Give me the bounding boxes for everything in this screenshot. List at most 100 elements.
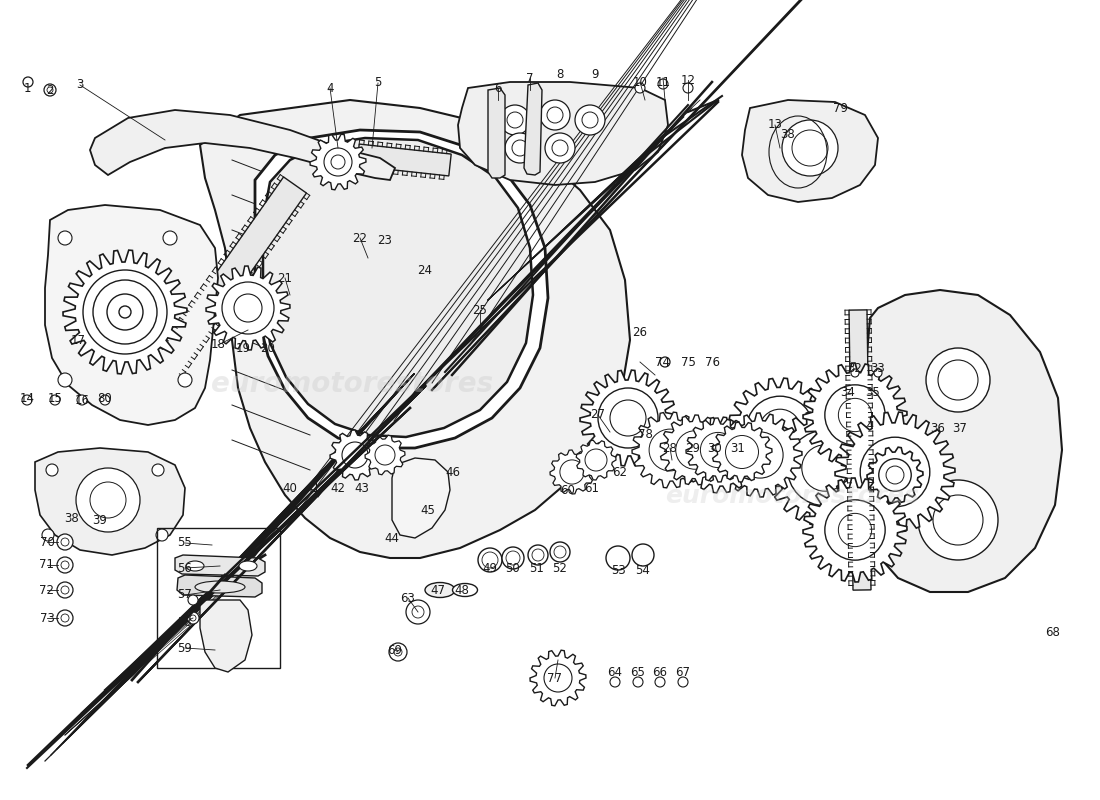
Text: 65: 65	[630, 666, 646, 678]
Text: 23: 23	[377, 234, 393, 246]
Polygon shape	[200, 600, 252, 672]
Circle shape	[700, 434, 741, 476]
Text: 18: 18	[210, 338, 225, 351]
Circle shape	[825, 500, 886, 560]
Text: 73: 73	[40, 611, 54, 625]
Circle shape	[94, 280, 157, 344]
Circle shape	[152, 464, 164, 476]
Polygon shape	[867, 447, 923, 503]
Text: 74: 74	[656, 355, 671, 369]
Text: 3: 3	[76, 78, 84, 91]
Text: 48: 48	[454, 583, 470, 597]
Circle shape	[675, 430, 714, 470]
Text: 38: 38	[781, 129, 795, 142]
Text: 26: 26	[632, 326, 648, 338]
Polygon shape	[458, 82, 668, 185]
Circle shape	[582, 112, 598, 128]
Circle shape	[792, 130, 828, 166]
Circle shape	[886, 466, 904, 484]
Circle shape	[507, 112, 522, 128]
Circle shape	[554, 546, 566, 558]
Polygon shape	[803, 478, 908, 582]
Circle shape	[585, 449, 607, 471]
Text: 71: 71	[40, 558, 55, 571]
Text: 6: 6	[494, 82, 502, 94]
Circle shape	[482, 552, 498, 568]
Polygon shape	[175, 555, 265, 576]
Text: 42: 42	[330, 482, 345, 494]
Circle shape	[222, 282, 274, 334]
Circle shape	[654, 677, 666, 687]
Text: 17: 17	[70, 334, 86, 346]
Text: 28: 28	[662, 442, 678, 454]
Text: 49: 49	[483, 562, 497, 574]
Text: 40: 40	[283, 482, 297, 494]
Text: 30: 30	[707, 442, 723, 454]
Circle shape	[552, 140, 568, 156]
Circle shape	[632, 544, 654, 566]
Circle shape	[632, 677, 644, 687]
Circle shape	[649, 429, 691, 471]
Polygon shape	[686, 418, 750, 482]
Text: 33: 33	[870, 362, 886, 374]
Circle shape	[660, 357, 670, 367]
Circle shape	[60, 614, 69, 622]
Circle shape	[746, 396, 814, 464]
Text: 45: 45	[420, 503, 436, 517]
Circle shape	[342, 442, 369, 468]
Text: 7: 7	[526, 71, 534, 85]
Circle shape	[802, 445, 848, 491]
Circle shape	[46, 464, 58, 476]
Circle shape	[406, 600, 430, 624]
Polygon shape	[330, 430, 380, 480]
Circle shape	[42, 529, 54, 541]
Text: 66: 66	[652, 666, 668, 678]
Text: 2: 2	[46, 83, 54, 97]
Circle shape	[331, 155, 345, 169]
Circle shape	[876, 453, 914, 491]
Text: 4: 4	[327, 82, 333, 94]
Polygon shape	[530, 650, 586, 706]
Circle shape	[512, 140, 528, 156]
Polygon shape	[580, 370, 676, 466]
Text: 16: 16	[75, 394, 89, 406]
Circle shape	[60, 586, 69, 594]
Text: 50: 50	[506, 562, 520, 574]
Text: 22: 22	[352, 231, 367, 245]
Circle shape	[57, 557, 73, 573]
Circle shape	[505, 133, 535, 163]
Circle shape	[76, 468, 140, 532]
Circle shape	[22, 395, 32, 405]
Circle shape	[701, 432, 736, 467]
Polygon shape	[35, 448, 185, 555]
Text: 77: 77	[548, 671, 562, 685]
Circle shape	[874, 369, 882, 377]
Circle shape	[560, 460, 584, 484]
Text: 39: 39	[92, 514, 108, 526]
Ellipse shape	[239, 561, 257, 571]
Circle shape	[759, 409, 801, 451]
Polygon shape	[488, 88, 505, 178]
Text: 35: 35	[866, 386, 880, 398]
Circle shape	[58, 231, 72, 245]
Circle shape	[178, 373, 192, 387]
Circle shape	[23, 77, 33, 87]
Circle shape	[926, 348, 990, 412]
Circle shape	[394, 648, 402, 656]
Text: 9: 9	[592, 69, 598, 82]
Text: 34: 34	[840, 386, 856, 398]
Circle shape	[879, 458, 911, 491]
Circle shape	[324, 148, 352, 176]
Text: 20: 20	[261, 342, 275, 354]
Ellipse shape	[452, 583, 477, 597]
Polygon shape	[576, 440, 616, 480]
Ellipse shape	[195, 581, 245, 593]
Polygon shape	[392, 458, 450, 538]
Circle shape	[528, 545, 548, 565]
Circle shape	[788, 430, 862, 506]
Circle shape	[825, 385, 886, 445]
Text: 38: 38	[65, 511, 79, 525]
Circle shape	[60, 538, 69, 546]
Polygon shape	[524, 83, 542, 175]
Circle shape	[156, 529, 168, 541]
